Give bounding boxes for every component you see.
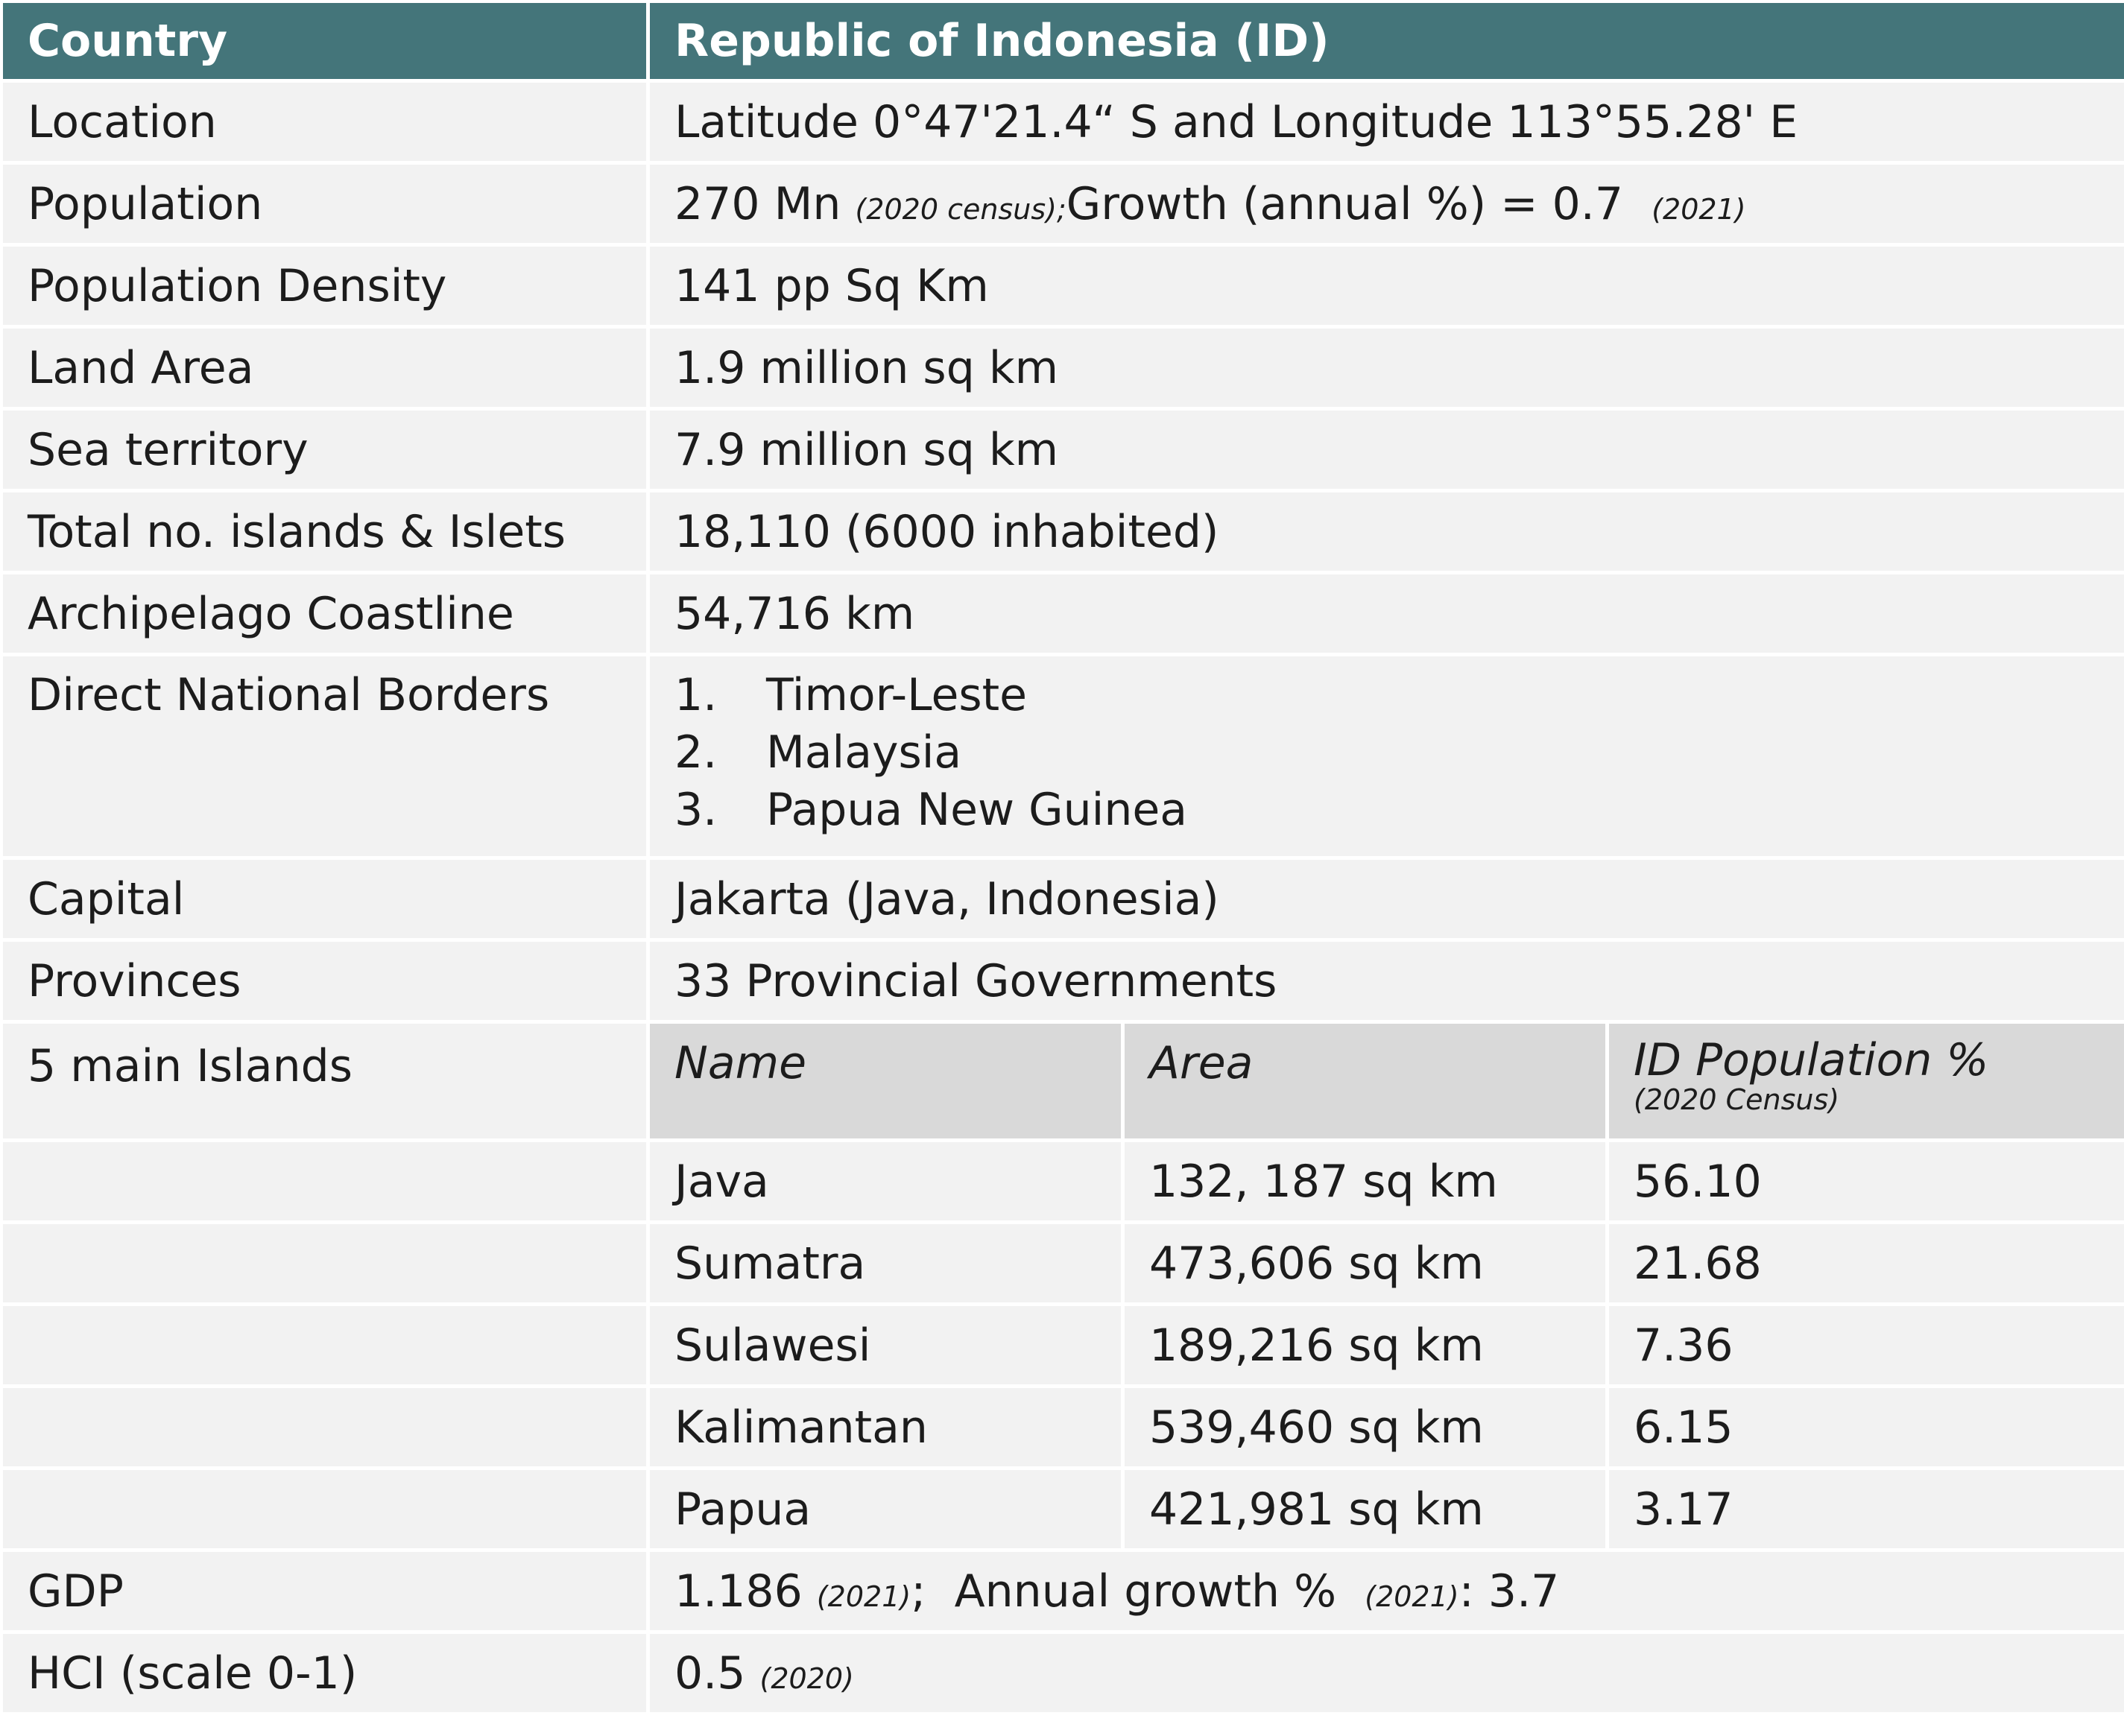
- gdp-growth-note: (2021): [1365, 1580, 1459, 1613]
- island-name: Java: [650, 1142, 1121, 1220]
- empty-cell: [3, 1142, 646, 1220]
- header-row: Country Republic of Indonesia (ID): [3, 3, 2124, 79]
- hci-value-cell: 0.5 (2020): [650, 1634, 2124, 1712]
- islands-value: 18,110 (6000 inhabited): [650, 492, 2124, 571]
- gdp-growth: Annual growth %: [954, 1565, 1337, 1618]
- list-item: 1. Timor-Leste: [674, 667, 2124, 724]
- population-label: Population: [3, 165, 646, 243]
- row-gdp: GDP 1.186 (2021); Annual growth % (2021)…: [3, 1552, 2124, 1630]
- empty-cell: [3, 1224, 646, 1302]
- table-row: Sumatra 473,606 sq km 21.68: [3, 1224, 2124, 1302]
- hci-label: HCI (scale 0-1): [3, 1634, 646, 1712]
- density-value: 141 pp Sq Km: [650, 247, 2124, 325]
- col-header-population-note: (2020 Census): [1634, 1083, 1840, 1116]
- list-number: 1.: [674, 669, 718, 721]
- island-area: 132, 187 sq km: [1125, 1142, 1605, 1220]
- row-capital: Capital Jakarta (Java, Indonesia): [3, 860, 2124, 938]
- island-population: 21.68: [1609, 1224, 2124, 1302]
- provinces-value: 33 Provincial Governments: [650, 942, 2124, 1020]
- coastline-value: 54,716 km: [650, 574, 2124, 653]
- land-value: 1.9 million sq km: [650, 329, 2124, 407]
- population-value: 270 Mn: [674, 177, 841, 230]
- header-label: Country: [3, 3, 646, 79]
- island-population: 6.15: [1609, 1388, 2124, 1466]
- col-header-population-label: ID Population %: [1634, 1034, 1989, 1086]
- gdp-value-cell: 1.186 (2021); Annual growth % (2021): 3.…: [650, 1552, 2124, 1630]
- table-row: Java 132, 187 sq km 56.10: [3, 1142, 2124, 1220]
- population-value-cell: 270 Mn (2020 census);Growth (annual %) =…: [650, 165, 2124, 243]
- gdp-label: GDP: [3, 1552, 646, 1630]
- island-area: 539,460 sq km: [1125, 1388, 1605, 1466]
- row-land-area: Land Area 1.9 million sq km: [3, 329, 2124, 407]
- main-islands-label: 5 main Islands: [3, 1024, 646, 1138]
- col-header-population: ID Population % (2020 Census): [1609, 1024, 2124, 1138]
- row-hci: HCI (scale 0-1) 0.5 (2020): [3, 1634, 2124, 1712]
- borders-list: 1. Timor-Leste 2. Malaysia 3. Papua New Gui…: [650, 656, 2124, 856]
- row-islands: Total no. islands & Islets 18,110 (6000 …: [3, 492, 2124, 571]
- island-population: 3.17: [1609, 1470, 2124, 1548]
- gdp-note: (2021): [816, 1580, 911, 1613]
- row-main-islands-header: 5 main Islands Name Area ID Population %…: [3, 1024, 2124, 1138]
- density-label: Population Density: [3, 247, 646, 325]
- island-area: 189,216 sq km: [1125, 1306, 1605, 1384]
- island-area: 473,606 sq km: [1125, 1224, 1605, 1302]
- coastline-label: Archipelago Coastline: [3, 574, 646, 653]
- island-population: 56.10: [1609, 1142, 2124, 1220]
- gdp-growth-value: : 3.7: [1458, 1565, 1560, 1618]
- row-population: Population 270 Mn (2020 census);Growth (…: [3, 165, 2124, 243]
- table-row: Sulawesi 189,216 sq km 7.36: [3, 1306, 2124, 1384]
- list-text: Timor-Leste: [766, 669, 1028, 721]
- list-text: Papua New Guinea: [766, 784, 1188, 836]
- population-growth: Growth (annual %) = 0.7: [1066, 177, 1624, 230]
- sea-value: 7.9 million sq km: [650, 411, 2124, 489]
- list-number: 2.: [674, 726, 718, 779]
- island-area: 421,981 sq km: [1125, 1470, 1605, 1548]
- island-name: Kalimantan: [650, 1388, 1121, 1466]
- population-growth-note: (2021): [1652, 192, 1746, 226]
- table-row: Papua 421,981 sq km 3.17: [3, 1470, 2124, 1548]
- list-item: 2. Malaysia: [674, 724, 2124, 782]
- hci-note: (2020): [759, 1661, 854, 1695]
- islands-label: Total no. islands & Islets: [3, 492, 646, 571]
- gdp-separator: ;: [911, 1565, 926, 1618]
- row-sea-territory: Sea territory 7.9 million sq km: [3, 411, 2124, 489]
- empty-cell: [3, 1306, 646, 1384]
- row-coastline: Archipelago Coastline 54,716 km: [3, 574, 2124, 653]
- provinces-label: Provinces: [3, 942, 646, 1020]
- island-name: Sulawesi: [650, 1306, 1121, 1384]
- hci-value: 0.5: [674, 1647, 746, 1699]
- header-value: Republic of Indonesia (ID): [650, 3, 2124, 79]
- borders-label: Direct National Borders: [3, 656, 646, 856]
- population-note: (2020 census);: [855, 192, 1066, 226]
- list-number: 3.: [674, 784, 718, 836]
- empty-cell: [3, 1470, 646, 1548]
- row-provinces: Provinces 33 Provincial Governments: [3, 942, 2124, 1020]
- empty-cell: [3, 1388, 646, 1466]
- gdp-value: 1.186: [674, 1565, 803, 1618]
- location-value: Latitude 0°47'21.4“ S and Longitude 113°…: [650, 83, 2124, 161]
- island-population: 7.36: [1609, 1306, 2124, 1384]
- land-label: Land Area: [3, 329, 646, 407]
- col-header-name: Name: [650, 1024, 1121, 1138]
- list-item: 3. Papua New Guinea: [674, 782, 2124, 839]
- country-profile: Country Republic of Indonesia (ID) Locat…: [3, 3, 2124, 1716]
- capital-label: Capital: [3, 860, 646, 938]
- row-location: Location Latitude 0°47'21.4“ S and Longi…: [3, 83, 2124, 161]
- capital-value: Jakarta (Java, Indonesia): [650, 860, 2124, 938]
- col-header-area: Area: [1125, 1024, 1605, 1138]
- row-borders: Direct National Borders 1. Timor-Leste 2.…: [3, 656, 2124, 856]
- row-density: Population Density 141 pp Sq Km: [3, 247, 2124, 325]
- sea-label: Sea territory: [3, 411, 646, 489]
- location-label: Location: [3, 83, 646, 161]
- list-text: Malaysia: [766, 726, 962, 779]
- island-name: Sumatra: [650, 1224, 1121, 1302]
- table-row: Kalimantan 539,460 sq km 6.15: [3, 1388, 2124, 1466]
- island-name: Papua: [650, 1470, 1121, 1548]
